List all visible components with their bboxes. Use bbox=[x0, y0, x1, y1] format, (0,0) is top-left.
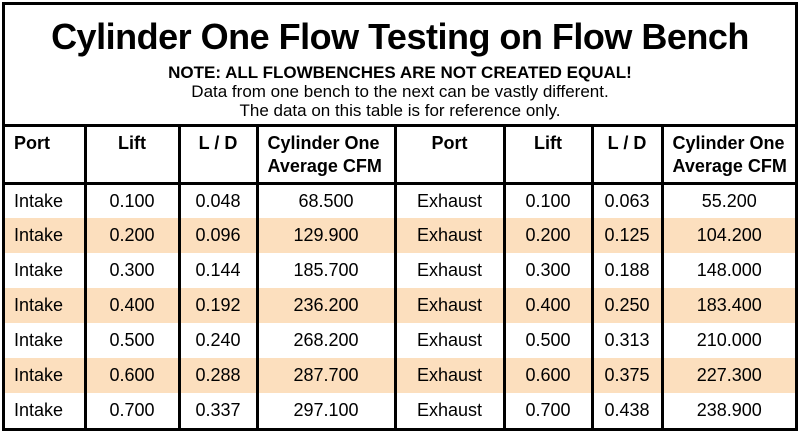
cell-ld: 0.063 bbox=[592, 183, 664, 218]
cell-lift: 0.700 bbox=[85, 393, 181, 428]
cell-ld: 0.048 bbox=[179, 183, 259, 218]
note-line: The data on this table is for reference … bbox=[239, 101, 561, 121]
header-cfm-intake: Cylinder One Average CFM bbox=[257, 123, 397, 185]
cell-port: Exhaust bbox=[395, 323, 506, 358]
cell-ld: 0.288 bbox=[179, 358, 259, 393]
table-row: Intake 0.200 0.096 129.900 Exhaust 0.200… bbox=[5, 218, 795, 253]
header-port-exhaust: Port bbox=[395, 123, 506, 185]
cell-lift: 0.400 bbox=[504, 288, 594, 323]
table-header-row: Port Lift L / D Cylinder One Average CFM… bbox=[5, 123, 795, 185]
cell-port: Intake bbox=[5, 218, 87, 253]
cell-lift: 0.600 bbox=[85, 358, 181, 393]
cell-avg-cfm: 210.000 bbox=[696, 330, 762, 350]
cell-lift: 0.500 bbox=[85, 323, 181, 358]
cell-lift: 0.200 bbox=[85, 218, 181, 253]
cell-avg-cfm: 148.000 bbox=[696, 260, 762, 280]
cell-avg-cfm: 55.200 bbox=[701, 190, 757, 211]
cell-avg-cfm: 129.900 bbox=[257, 218, 397, 253]
cell-avg-cfm: 185.700 bbox=[257, 253, 397, 288]
cell-avg-cfm: 68.500 bbox=[257, 183, 397, 218]
header-cfm-intake-line1: Cylinder One bbox=[267, 132, 380, 153]
page-title: Cylinder One Flow Testing on Flow Bench bbox=[51, 16, 749, 57]
flow-test-table: Port Lift L / D Cylinder One Average CFM… bbox=[5, 123, 795, 428]
note-line: Data from one bench to the next can be v… bbox=[191, 82, 609, 102]
cell-port: Exhaust bbox=[395, 218, 506, 253]
cell-lift: 0.200 bbox=[504, 218, 594, 253]
cell-avg-cfm: 287.700 bbox=[257, 358, 397, 393]
header-cfm-exhaust-line2: Average CFM bbox=[672, 155, 787, 176]
cell-port: Exhaust bbox=[395, 393, 506, 428]
cell-lift: 0.700 bbox=[504, 393, 594, 428]
cell-ld: 0.125 bbox=[592, 218, 664, 253]
cell-avg-cfm: 183.400 bbox=[662, 288, 795, 323]
cell-port: Exhaust bbox=[395, 358, 506, 393]
cell-avg-cfm: 227.300 bbox=[662, 358, 795, 393]
cell-port: Exhaust bbox=[395, 183, 506, 218]
header-lift-exhaust: Lift bbox=[504, 123, 594, 185]
cell-lift: 0.300 bbox=[85, 253, 181, 288]
cell-ld: 0.250 bbox=[592, 288, 664, 323]
header-port-intake: Port bbox=[5, 123, 87, 185]
header-ld-exhaust: L / D bbox=[592, 123, 664, 185]
cell-avg-cfm: 104.200 bbox=[662, 218, 795, 253]
header-cfm-intake-line2: Average CFM bbox=[267, 155, 382, 176]
cell-port: Intake bbox=[5, 323, 87, 358]
cell-ld: 0.313 bbox=[592, 323, 664, 358]
cell-port: Exhaust bbox=[395, 253, 506, 288]
cell-lift: 0.500 bbox=[504, 323, 594, 358]
cell-ld: 0.337 bbox=[179, 393, 259, 428]
table-row: Intake 0.600 0.288 287.700 Exhaust 0.600… bbox=[5, 358, 795, 393]
cell-ld: 0.240 bbox=[179, 323, 259, 358]
cell-lift: 0.100 bbox=[504, 183, 594, 218]
cell-lift: 0.600 bbox=[504, 358, 594, 393]
cell-lift: 0.100 bbox=[85, 183, 181, 218]
header-lift-intake: Lift bbox=[85, 123, 181, 185]
cell-ld: 0.188 bbox=[592, 253, 664, 288]
table-row: Intake 0.700 0.337 297.100 Exhaust 0.700… bbox=[5, 393, 795, 428]
table-row: Intake 0.400 0.192 236.200 Exhaust 0.400… bbox=[5, 288, 795, 323]
title-block: Cylinder One Flow Testing on Flow Bench … bbox=[5, 5, 795, 124]
cell-ld: 0.144 bbox=[179, 253, 259, 288]
cell-avg-cfm: 236.200 bbox=[257, 288, 397, 323]
cell-ld: 0.438 bbox=[592, 393, 664, 428]
cell-port: Intake bbox=[5, 253, 87, 288]
table-row: Intake 0.500 0.240 268.200 Exhaust 0.500… bbox=[5, 323, 795, 358]
cell-avg-cfm: 268.200 bbox=[257, 323, 397, 358]
table-row: Intake 0.300 0.144 185.700 Exhaust 0.300… bbox=[5, 253, 795, 288]
cell-ld: 0.096 bbox=[179, 218, 259, 253]
cell-ld: 0.375 bbox=[592, 358, 664, 393]
cell-avg-cfm: 238.900 bbox=[696, 400, 762, 420]
cell-port: Intake bbox=[5, 393, 87, 428]
cell-avg-cfm: 297.100 bbox=[257, 393, 397, 428]
cell-lift: 0.400 bbox=[85, 288, 181, 323]
cell-port: Intake bbox=[5, 288, 87, 323]
table-row: Intake 0.100 0.048 68.500 Exhaust 0.100 … bbox=[5, 183, 795, 218]
cell-ld: 0.192 bbox=[179, 288, 259, 323]
cell-port: Exhaust bbox=[395, 288, 506, 323]
header-cfm-exhaust: Cylinder One Average CFM bbox=[662, 123, 795, 185]
header-ld-intake: L / D bbox=[179, 123, 259, 185]
cell-lift: 0.300 bbox=[504, 253, 594, 288]
note-heading: NOTE: ALL FLOWBENCHES ARE NOT CREATED EQ… bbox=[168, 63, 632, 83]
cell-port: Intake bbox=[5, 183, 87, 218]
cell-port: Intake bbox=[5, 358, 87, 393]
header-cfm-exhaust-line1: Cylinder One bbox=[672, 132, 785, 153]
